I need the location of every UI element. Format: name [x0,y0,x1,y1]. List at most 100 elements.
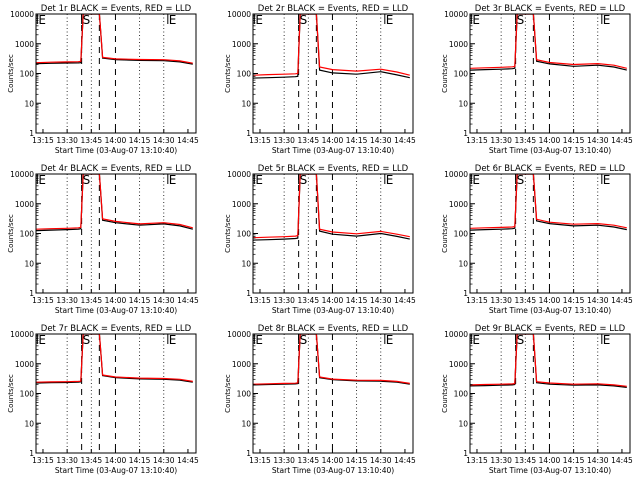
x-axis-label: Start Time (03-Aug-07 13:10:40) [272,306,394,315]
x-axis-label: Start Time (03-Aug-07 13:10:40) [55,466,177,475]
x-tick-label: 13:30 [273,136,295,145]
y-tick-label: 10000 [10,170,34,179]
x-axis-label: Start Time (03-Aug-07 13:10:40) [489,466,611,475]
y-tick-label: 100 [454,230,469,239]
x-tick-label: 13:30 [56,456,78,465]
events-series-line [36,174,193,232]
y-tick-label: 10000 [444,10,468,19]
y-tick-label: 10 [24,419,34,428]
plot-frame [252,173,414,294]
lld-series-line [253,334,410,385]
y-tick-label: 1 [246,449,251,458]
plot-frame [252,333,414,454]
x-tick-label: 14:15 [563,136,585,145]
lld-series-line [470,334,627,387]
x-tick-label: 14:00 [322,456,344,465]
marker-label: S [517,173,525,187]
x-tick-label: 13:15 [32,296,54,305]
y-tick-label: 1000 [449,40,468,49]
x-tick-label: 13:45 [297,456,319,465]
x-tick-label: 13:45 [297,136,319,145]
plot-frame [469,333,631,454]
lld-series-line [253,174,410,239]
x-tick-label: 14:15 [346,296,368,305]
y-tick-label: 10 [241,259,251,268]
x-tick-label: 13:15 [32,136,54,145]
plot-frame [469,13,631,134]
x-tick-label: 14:45 [177,456,199,465]
x-tick-label: 14:30 [587,456,609,465]
y-axis-label: Counts/sec [224,374,232,413]
events-series-line [36,334,193,384]
marker-label: S [300,333,308,347]
lld-series-line [36,174,193,230]
x-tick-label: 13:30 [490,296,512,305]
events-series-line [36,14,193,65]
panel-title: Det 7r BLACK = Events, RED = LLD [41,324,192,334]
x-tick-label: 13:30 [273,296,295,305]
x-tick-label: 14:45 [177,136,199,145]
marker-label: E [472,333,480,347]
x-tick-label: 13:30 [56,296,78,305]
x-tick-label: 14:00 [322,296,344,305]
x-tick-label: 13:15 [466,136,488,145]
x-tick-label: 14:45 [394,296,416,305]
events-series-line [253,14,410,79]
x-axis-label: Start Time (03-Aug-07 13:10:40) [272,146,394,155]
x-tick-label: 13:45 [297,296,319,305]
y-tick-label: 10 [241,99,251,108]
plot-frame [35,173,197,294]
x-tick-label: 14:45 [394,136,416,145]
x-tick-label: 13:30 [490,136,512,145]
panel-title: Det 4r BLACK = Events, RED = LLD [41,164,192,174]
y-tick-label: 1 [29,129,34,138]
y-axis-label: Counts/sec [224,54,232,93]
y-tick-label: 10 [458,419,468,428]
marker-label: S [300,13,308,27]
x-tick-label: 14:30 [370,136,392,145]
marker-label: S [83,333,91,347]
x-tick-label: 13:45 [80,136,102,145]
y-axis-label: Counts/sec [7,374,15,413]
x-tick-label: 13:45 [514,136,536,145]
marker-label: E [603,333,611,347]
plot-frame [469,173,631,294]
y-axis-label: Counts/sec [441,214,449,253]
y-tick-label: 100 [454,390,469,399]
marker-label: E [255,333,263,347]
y-tick-label: 1 [29,289,34,298]
marker-label: E [472,13,480,27]
x-axis-label: Start Time (03-Aug-07 13:10:40) [489,306,611,315]
marker-label: E [386,173,394,187]
panel-title: Det 1r BLACK = Events, RED = LLD [41,4,192,14]
x-tick-label: 14:00 [539,296,561,305]
x-tick-label: 14:00 [322,136,344,145]
panel-title: Det 9r BLACK = Events, RED = LLD [475,324,626,334]
marker-label: E [255,173,263,187]
x-tick-label: 13:45 [514,456,536,465]
y-tick-label: 1 [246,289,251,298]
marker-label: S [517,333,525,347]
x-tick-label: 14:00 [105,136,127,145]
marker-label: E [603,13,611,27]
x-tick-label: 13:15 [466,296,488,305]
x-tick-label: 13:45 [80,296,102,305]
y-tick-label: 100 [20,230,35,239]
x-tick-label: 14:45 [177,296,199,305]
x-tick-label: 14:15 [563,456,585,465]
y-tick-label: 10 [458,99,468,108]
x-tick-label: 14:00 [539,456,561,465]
x-axis-label: Start Time (03-Aug-07 13:10:40) [55,146,177,155]
x-tick-label: 14:30 [153,456,175,465]
marker-label: E [38,13,46,27]
x-axis-label: Start Time (03-Aug-07 13:10:40) [272,466,394,475]
x-tick-label: 14:30 [370,296,392,305]
y-tick-label: 10 [24,259,34,268]
panel-title: Det 5r BLACK = Events, RED = LLD [258,164,409,174]
y-tick-label: 10000 [10,10,34,19]
